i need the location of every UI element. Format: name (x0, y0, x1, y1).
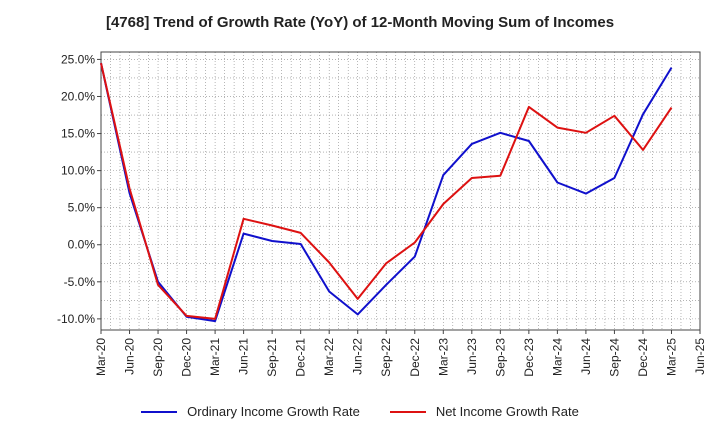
y-tick-label: 10.0% (61, 164, 95, 178)
y-axis-ticks: -10.0% -5.0% 0.0% 5.0% 10.0% 15.0% 20.0% 25.0% (57, 52, 101, 326)
x-tick-label: Jun-23 (465, 338, 479, 375)
y-tick-label: -5.0% (64, 275, 96, 289)
y-tick-label: 15.0% (61, 127, 95, 141)
plot-border (100, 51, 701, 331)
x-tick-label: Mar-24 (550, 338, 564, 376)
x-tick-label: Jun-21 (237, 338, 251, 375)
y-tick-label: 20.0% (61, 89, 95, 103)
y-tick-label: 5.0% (68, 201, 96, 215)
legend-label-net: Net Income Growth Rate (435, 404, 579, 419)
x-tick-label: Mar-20 (94, 338, 108, 376)
x-tick-label: Dec-21 (294, 338, 308, 377)
x-tick-label: Jun-25 (693, 338, 707, 375)
x-tick-label: Mar-21 (208, 338, 222, 376)
x-tick-label: Sep-21 (265, 338, 279, 377)
y-tick-label: 25.0% (61, 52, 95, 66)
legend-swatch-net (389, 410, 426, 413)
x-tick-label: Jun-24 (579, 338, 593, 375)
x-tick-label: Sep-23 (493, 338, 507, 377)
x-tick-label: Jun-20 (123, 338, 137, 375)
legend-label-ordinary: Ordinary Income Growth Rate (187, 404, 360, 419)
x-axis-ticks: Mar-20 Jun-20 Sep-20 Dec-20 Mar-21 Jun-21 Sep-… (94, 330, 707, 377)
x-tick-label: Mar-22 (322, 338, 336, 376)
x-tick-label: Dec-20 (180, 338, 194, 377)
legend-swatch-ordinary (141, 410, 178, 413)
legend: Ordinary Income Growth Rate Net Income G… (0, 404, 720, 419)
legend-item-net: Net Income Growth Rate (389, 404, 579, 419)
series-lines (100, 62, 673, 323)
x-tick-label: Sep-20 (151, 338, 165, 377)
x-tick-label: Dec-22 (408, 338, 422, 377)
x-tick-label: Sep-22 (379, 338, 393, 377)
plot-frame (100, 51, 701, 331)
grid-lines (100, 52, 701, 330)
chart-title: [4768] Trend of Growth Rate (YoY) of 12-… (105, 14, 615, 31)
y-tick-label: 0.0% (68, 238, 96, 252)
series-line-ordinary-income (100, 62, 673, 323)
y-tick-label: -10.0% (57, 312, 95, 326)
x-tick-label: Dec-23 (522, 338, 536, 377)
x-tick-label: Mar-23 (436, 338, 450, 376)
legend-item-ordinary: Ordinary Income Growth Rate (141, 404, 360, 419)
x-tick-label: Sep-24 (607, 338, 621, 377)
series-line-net-income (100, 62, 673, 320)
x-tick-label: Dec-24 (636, 338, 650, 377)
x-tick-label: Jun-22 (351, 338, 365, 375)
x-tick-label: Mar-25 (664, 338, 678, 376)
